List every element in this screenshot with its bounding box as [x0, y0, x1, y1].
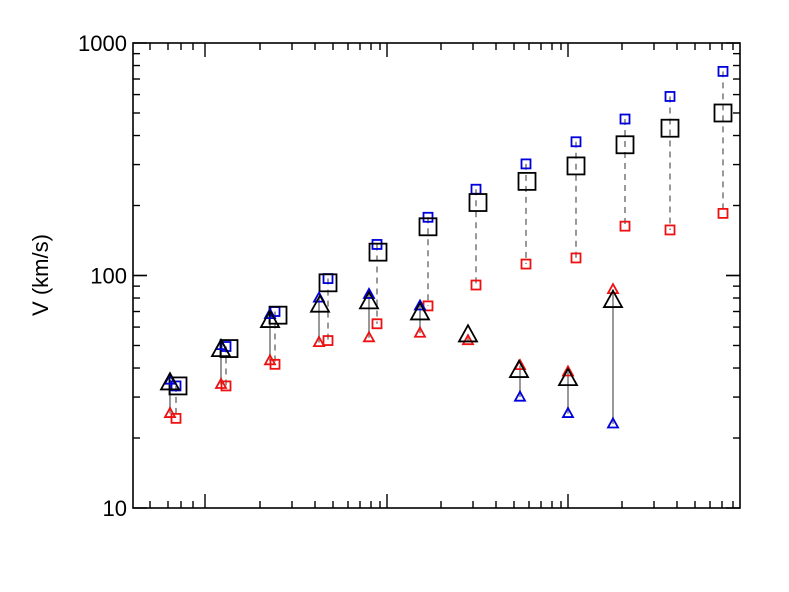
red-triangle-marker [561, 364, 575, 377]
blue-square-marker [717, 65, 729, 77]
y-tick-label: 1000 [78, 31, 127, 56]
black-triangle-marker [409, 301, 431, 321]
red-square-marker [322, 335, 334, 346]
y-axis-label: V (km/s) [28, 234, 53, 316]
black-square-marker [517, 171, 537, 191]
blue-triangle-marker [513, 389, 527, 402]
red-triangle-marker [312, 335, 326, 348]
blue-square-marker [170, 380, 182, 392]
red-square-marker [170, 412, 182, 424]
data-markers [159, 65, 733, 429]
red-square-marker [664, 224, 676, 236]
black-triangle-marker [210, 338, 232, 357]
black-square-marker [418, 217, 438, 237]
black-triangle-marker [602, 289, 624, 308]
blue-triangle-marker [413, 298, 427, 311]
black-triangle-marker [508, 359, 530, 378]
black-triangle-marker [457, 323, 479, 343]
blue-square-marker [422, 211, 434, 223]
red-triangle-marker [214, 377, 228, 389]
red-triangle-marker [362, 330, 376, 343]
black-square-marker [713, 103, 733, 123]
red-square-marker [470, 279, 482, 291]
black-square-marker [368, 242, 388, 262]
black-square-marker [468, 193, 488, 212]
red-triangle-marker [461, 333, 475, 346]
black-square-marker [660, 118, 680, 138]
plot-frame [132, 42, 741, 509]
red-square-marker [371, 318, 383, 330]
connector-lines [169, 71, 724, 424]
black-square-marker [318, 273, 338, 293]
blue-square-marker [570, 136, 582, 148]
blue-triangle-marker [362, 287, 376, 299]
black-triangle-marker [358, 290, 380, 310]
y-axis-tick-labels: 10 100 1000 [78, 31, 127, 521]
red-square-marker [570, 252, 582, 264]
blue-triangle-marker [606, 416, 620, 429]
red-triangle-marker [263, 353, 277, 366]
black-triangle-marker [309, 293, 331, 313]
y-axis-ticks [133, 42, 740, 509]
blue-triangle-marker [561, 406, 575, 418]
black-triangle-marker [159, 371, 181, 391]
y-tick-label: 10 [103, 496, 127, 521]
red-square-marker [717, 207, 729, 219]
red-triangle-marker [413, 325, 427, 338]
plot-border [132, 42, 741, 509]
y-tick-label: 100 [90, 264, 127, 289]
blue-square-marker [619, 113, 631, 125]
black-square-marker [566, 156, 586, 176]
black-triangle-marker [259, 308, 281, 328]
red-square-marker [619, 220, 631, 232]
x-axis-ticks [149, 43, 734, 508]
black-triangle-marker [557, 367, 579, 387]
black-square-marker [168, 376, 188, 396]
red-triangle-marker [163, 406, 177, 418]
red-square-marker [520, 258, 532, 270]
blue-square-marker [220, 341, 232, 352]
blue-square-marker [664, 91, 676, 102]
blue-square-marker [520, 158, 532, 170]
red-triangle-marker [606, 282, 620, 295]
red-square-marker [220, 380, 232, 392]
black-square-marker [615, 135, 635, 155]
